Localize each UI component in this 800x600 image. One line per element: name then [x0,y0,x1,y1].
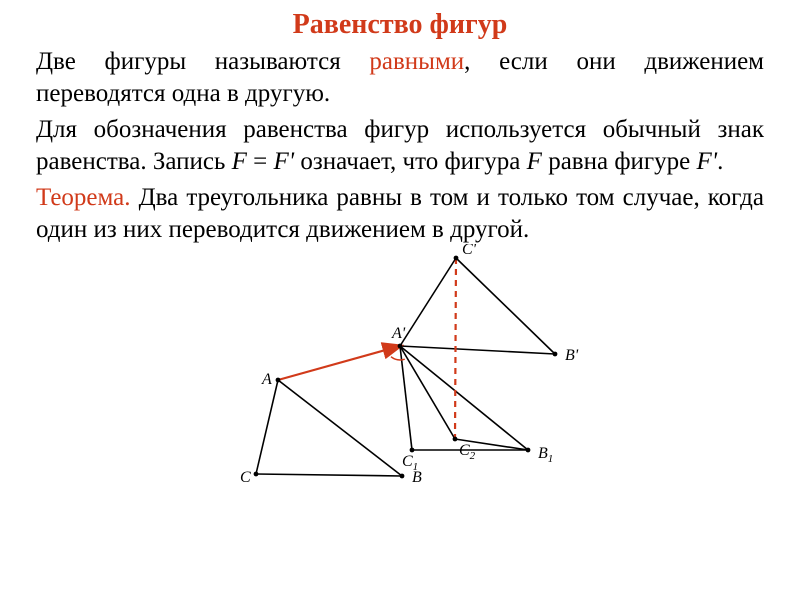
svg-text:A: A [261,371,272,388]
text: = [247,148,274,175]
text: означает, что фигура [294,148,527,175]
svg-text:C: C [240,469,251,486]
paragraph-definition: Две фигуры называются равными, если они … [36,46,764,110]
text: Два треугольника равны в том и только то… [36,184,764,243]
paragraph-notation: Для обозначения равенства фигур использу… [36,114,764,178]
svg-text:A': A' [391,325,406,342]
text: Две фигуры называются [36,48,369,75]
sym-F: F [527,148,542,175]
diagram-svg: ABCA'B'C'B1C1C2 [220,244,580,489]
term-equal: равными [369,48,464,75]
text: . [717,148,723,175]
text: равна фигуре [542,148,697,175]
paragraph-theorem: Теорема. Два треугольника равны в том и … [36,182,764,246]
sym-F: F [232,148,247,175]
sym-Fprime: F' [697,148,718,175]
svg-text:B1: B1 [538,445,553,465]
svg-text:C1: C1 [402,453,418,473]
svg-text:C': C' [462,244,477,258]
geometry-diagram: ABCA'B'C'B1C1C2 [36,244,764,489]
sym-Fprime: F' [274,148,295,175]
svg-text:B': B' [565,347,579,364]
theorem-label: Теорема. [36,184,131,211]
page-title: Равенство фигур [36,8,764,42]
svg-text:C2: C2 [459,442,476,462]
